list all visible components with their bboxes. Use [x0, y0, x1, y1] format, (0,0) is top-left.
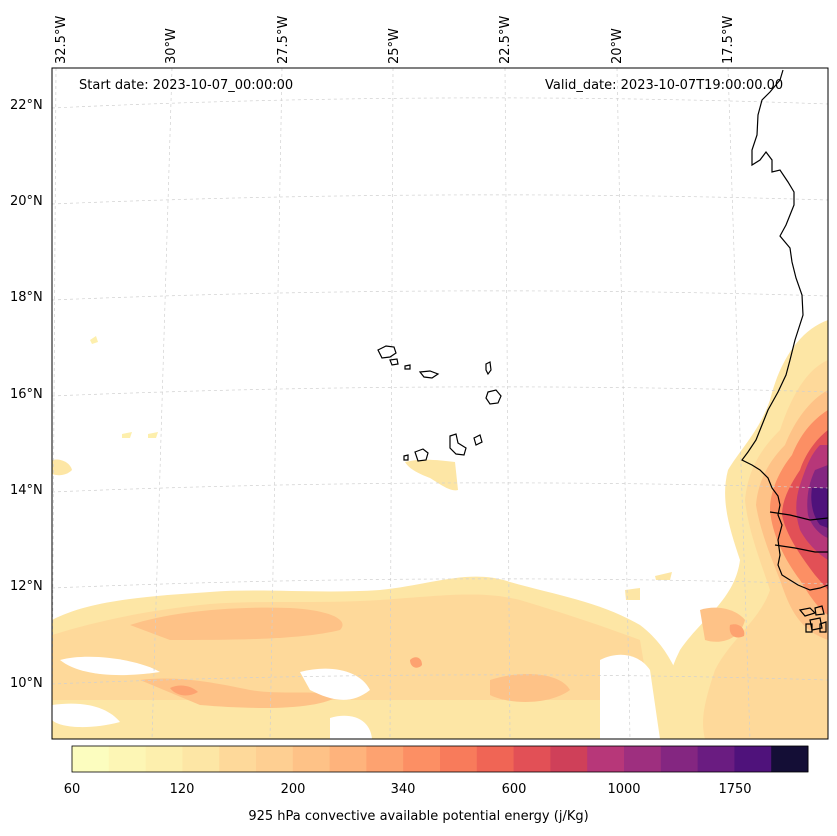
start-date-label: Start date: 2023-10-07_00:00:00: [79, 78, 294, 93]
colorbar-tick-1750: 1750: [718, 782, 752, 797]
colorbar-segment: [734, 746, 772, 772]
colorbar-label: 925 hPa convective available potential e…: [248, 809, 589, 824]
cape-verde-islands: [377, 345, 502, 462]
lat-label-10n: 10°N: [10, 676, 43, 691]
lat-label-16n: 16°N: [10, 387, 43, 402]
colorbar-segment: [476, 746, 515, 772]
lat-label-22n: 22°N: [10, 98, 43, 113]
colorbar: [72, 746, 809, 772]
graticule: [52, 68, 828, 739]
lat-label-18n: 18°N: [10, 290, 43, 305]
lat-label-12n: 12°N: [10, 579, 43, 594]
colorbar-segment: [771, 746, 809, 772]
lon-label-30w: 30°W: [164, 28, 179, 64]
colorbar-segment: [292, 746, 331, 772]
colorbar-segment: [72, 746, 110, 772]
colorbar-segment: [624, 746, 662, 772]
lat-label-20n: 20°N: [10, 194, 43, 209]
map-area: [52, 68, 828, 739]
colorbar-segment: [182, 746, 220, 772]
colorbar-tick-340: 340: [390, 782, 416, 797]
colorbar-tick-200: 200: [280, 782, 306, 797]
colorbar-segment: [513, 746, 551, 772]
valid-date-label: Valid_date: 2023-10-07T19:00:00.00: [545, 78, 784, 93]
colorbar-segment: [697, 746, 735, 772]
lon-label-32-5w: 32.5°W: [54, 15, 69, 64]
colorbar-segment: [660, 746, 699, 772]
colorbar-tick-120: 120: [169, 782, 195, 797]
colorbar-segment: [108, 746, 147, 772]
lon-label-27-5w: 27.5°W: [276, 15, 291, 64]
lon-label-20w: 20°W: [610, 28, 625, 64]
colorbar-segment: [366, 746, 404, 772]
cape-field-south: [52, 576, 690, 739]
colorbar-segment: [403, 746, 441, 772]
cape-field-east: [663, 320, 828, 739]
colorbar-segment: [256, 746, 294, 772]
colorbar-segment: [219, 746, 257, 772]
lat-label-14n: 14°N: [10, 483, 43, 498]
colorbar-tick-600: 600: [501, 782, 527, 797]
colorbar-border: [71, 745, 809, 773]
lon-label-22-5w: 22.5°W: [498, 15, 513, 64]
coastline: [741, 69, 828, 633]
lon-label-25w: 25°W: [387, 28, 402, 64]
colorbar-tick-60: 60: [63, 782, 81, 797]
colorbar-segment: [329, 746, 367, 772]
map-border: [51, 67, 829, 740]
colorbar-segment: [587, 746, 625, 772]
colorbar-segment: [145, 746, 183, 772]
colorbar-segment: [550, 746, 588, 772]
lon-label-17-5w: 17.5°W: [721, 15, 736, 64]
colorbar-tick-1000: 1000: [607, 782, 641, 797]
colorbar-segment: [440, 746, 478, 772]
